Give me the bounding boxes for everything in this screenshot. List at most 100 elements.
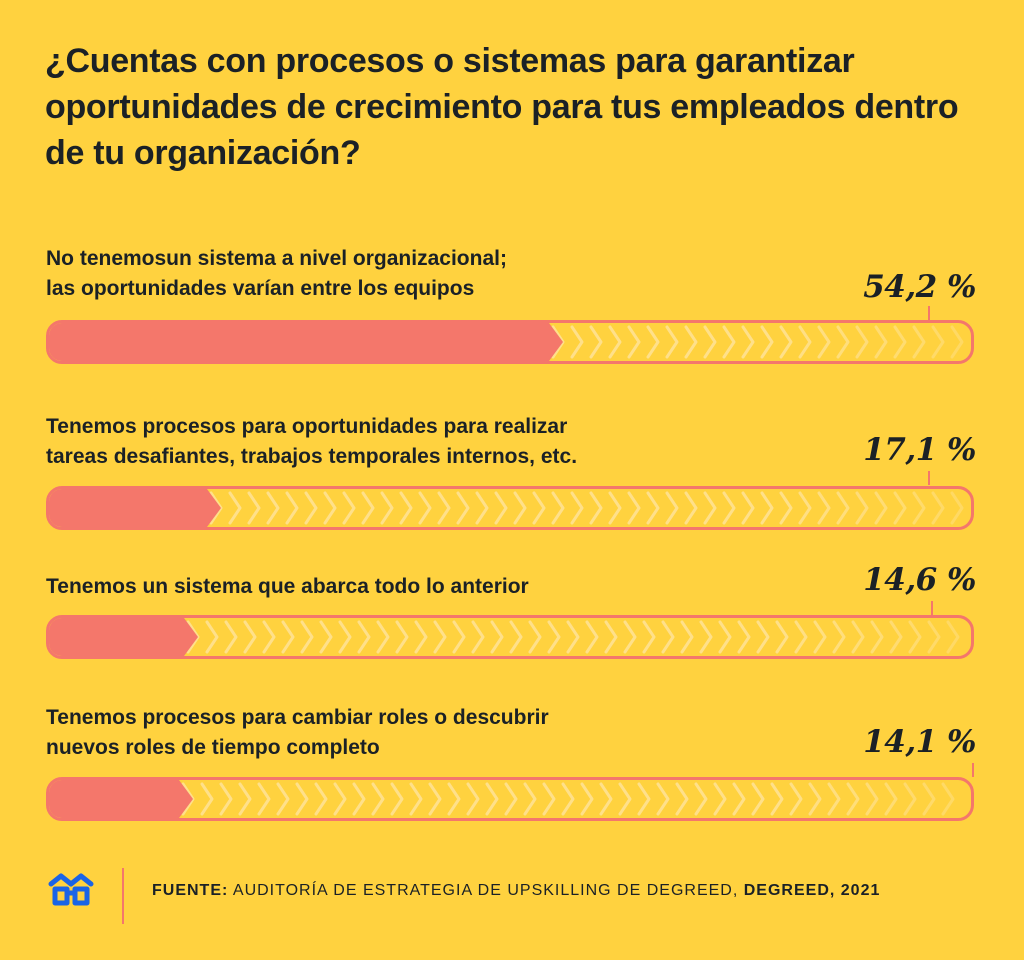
chart-title: ¿Cuentas con procesos o sistemas para ga… bbox=[45, 42, 959, 172]
bar-chevron bbox=[760, 491, 774, 525]
bar-chevron bbox=[893, 491, 907, 525]
bar-chevron bbox=[665, 325, 679, 359]
bar-label-line: Tenemos procesos para cambiar roles o de… bbox=[46, 706, 549, 729]
bar-chevron bbox=[846, 782, 860, 816]
bar-chevron bbox=[456, 491, 470, 525]
bar-chevron bbox=[950, 325, 964, 359]
bar-chevron bbox=[874, 325, 888, 359]
bar-chevron bbox=[908, 620, 922, 654]
bar-chevron bbox=[437, 491, 451, 525]
bar-chevron bbox=[304, 491, 318, 525]
bar-chevron bbox=[490, 620, 504, 654]
bar-chevron bbox=[528, 620, 542, 654]
bar-chevron bbox=[447, 782, 461, 816]
bar-chevron bbox=[219, 782, 233, 816]
bar-chevron bbox=[390, 782, 404, 816]
bar-chevron bbox=[789, 782, 803, 816]
value-tick bbox=[931, 601, 933, 615]
bar-chevron bbox=[836, 325, 850, 359]
bar-value-label: 14,6 % bbox=[863, 562, 976, 598]
bar-label-line: las oportunidades varían entre los equip… bbox=[46, 277, 475, 300]
value-tick bbox=[972, 763, 974, 777]
bar-chevron bbox=[618, 782, 632, 816]
bar-chevron bbox=[276, 782, 290, 816]
bar-chevron bbox=[376, 620, 390, 654]
bar-chevron bbox=[300, 620, 314, 654]
bar-chevron bbox=[319, 620, 333, 654]
bar-chevron bbox=[798, 491, 812, 525]
bar-label-line: Tenemos procesos para oportunidades para… bbox=[46, 415, 568, 438]
bar-chevron bbox=[371, 782, 385, 816]
bar-chevron bbox=[827, 782, 841, 816]
bar-chevron bbox=[547, 620, 561, 654]
bar-chevron bbox=[589, 325, 603, 359]
bar-track bbox=[46, 777, 974, 821]
bar-chevron bbox=[361, 491, 375, 525]
bar-chevron bbox=[589, 491, 603, 525]
footer-divider bbox=[122, 868, 124, 924]
bar-chevron bbox=[642, 620, 656, 654]
bar-chevron bbox=[775, 620, 789, 654]
bar-chevron bbox=[703, 325, 717, 359]
source-label: FUENTE: bbox=[152, 882, 229, 899]
bar-chevron bbox=[893, 325, 907, 359]
bar-chevron bbox=[737, 620, 751, 654]
bar-chevron bbox=[314, 782, 328, 816]
bar-chevron bbox=[684, 491, 698, 525]
bar-chevron bbox=[323, 491, 337, 525]
bar-chevron bbox=[409, 782, 423, 816]
bar-chevron bbox=[756, 620, 770, 654]
bar-chevron bbox=[865, 782, 879, 816]
bar-chevron bbox=[941, 782, 955, 816]
bar-fill bbox=[49, 323, 563, 361]
bar-chevron bbox=[342, 491, 356, 525]
bar-chevron bbox=[504, 782, 518, 816]
bar-chevron bbox=[532, 491, 546, 525]
bar-item: Tenemos un sistema que abarca todo lo an… bbox=[46, 563, 977, 712]
bar-chevron bbox=[903, 782, 917, 816]
bar-chevron bbox=[770, 782, 784, 816]
bar-chevron bbox=[243, 620, 257, 654]
source-publisher: DEGREED, 2021 bbox=[743, 882, 881, 899]
bar-fill bbox=[49, 618, 198, 656]
bar-value-label: 54,2 % bbox=[863, 269, 976, 305]
bar-chevron bbox=[247, 491, 261, 525]
bar-item: No tenemosun sistema a nivel organizacio… bbox=[46, 244, 977, 384]
bar-label: Tenemos procesos para oportunidades para… bbox=[46, 412, 806, 472]
bar-chevron bbox=[808, 782, 822, 816]
bar-chevron bbox=[912, 325, 926, 359]
bar-chevron bbox=[817, 491, 831, 525]
bar-chevron bbox=[471, 620, 485, 654]
bar-chevron bbox=[509, 620, 523, 654]
bar-chevron bbox=[703, 491, 717, 525]
bar-chevron bbox=[718, 620, 732, 654]
bar-value-label: 14,1 % bbox=[863, 724, 976, 760]
bar-track bbox=[46, 486, 974, 530]
source-text: AUDITORÍA DE ESTRATEGIA DE UPSKILLING DE… bbox=[228, 882, 733, 899]
bar-chevron bbox=[452, 620, 466, 654]
bar-chevron bbox=[566, 620, 580, 654]
bar-chevron bbox=[817, 325, 831, 359]
bar-chevron bbox=[494, 491, 508, 525]
bar-chevron bbox=[570, 491, 584, 525]
bar-chevron bbox=[646, 491, 660, 525]
bar-item: Tenemos procesos para oportunidades para… bbox=[46, 412, 977, 552]
bar-chevron bbox=[475, 491, 489, 525]
source-separator: , bbox=[732, 882, 744, 899]
bar-chevron bbox=[722, 325, 736, 359]
bar-chevron bbox=[637, 782, 651, 816]
bar-label: No tenemosun sistema a nivel organizacio… bbox=[46, 244, 806, 304]
bar-graphic bbox=[49, 618, 960, 656]
bar-chevron bbox=[200, 782, 214, 816]
bar-fill bbox=[49, 780, 193, 818]
bar-chevron bbox=[281, 620, 295, 654]
bar-chevron bbox=[357, 620, 371, 654]
bar-chevron bbox=[414, 620, 428, 654]
bar-chevron bbox=[661, 620, 675, 654]
bar-chevron bbox=[399, 491, 413, 525]
bar-chevron bbox=[684, 325, 698, 359]
bar-chevron bbox=[931, 491, 945, 525]
bar-chevron bbox=[585, 620, 599, 654]
bar-chevron bbox=[889, 620, 903, 654]
bar-chevron bbox=[623, 620, 637, 654]
